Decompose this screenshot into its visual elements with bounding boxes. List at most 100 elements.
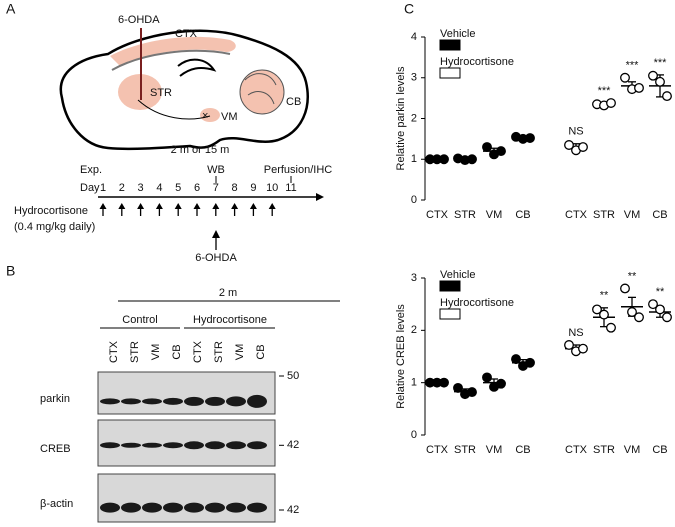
group-label: Hydrocortisone bbox=[193, 314, 267, 326]
legend-swatch bbox=[439, 39, 461, 51]
data-point bbox=[525, 133, 535, 144]
panel-label: C bbox=[404, 1, 414, 17]
marker: 42 bbox=[287, 439, 299, 451]
significance: ** bbox=[600, 290, 609, 302]
arrowhead bbox=[231, 203, 239, 209]
wb-label: WB bbox=[207, 164, 225, 176]
band bbox=[121, 502, 141, 513]
exp-label: Exp. bbox=[80, 164, 102, 176]
marker: 50 bbox=[287, 370, 299, 382]
band bbox=[163, 397, 183, 405]
legend-label: Vehicle bbox=[440, 269, 475, 281]
day-number: 6 bbox=[194, 182, 200, 194]
data-point bbox=[467, 387, 477, 398]
day-label: Day bbox=[80, 182, 100, 194]
day-number: 8 bbox=[232, 182, 238, 194]
day-number: 1 bbox=[100, 182, 106, 194]
arrowhead bbox=[155, 203, 163, 209]
data-point bbox=[482, 372, 492, 383]
data-point bbox=[439, 154, 449, 165]
data-point bbox=[627, 307, 637, 317]
band bbox=[184, 441, 204, 450]
band bbox=[184, 396, 204, 406]
band bbox=[100, 398, 120, 405]
data-point bbox=[482, 142, 492, 152]
data-point bbox=[662, 91, 672, 102]
arrowhead bbox=[99, 203, 107, 209]
panel-label: A bbox=[6, 1, 16, 17]
x-tick-label: VM bbox=[486, 209, 503, 221]
band bbox=[226, 396, 246, 407]
significance: *** bbox=[626, 60, 640, 72]
x-tick-label: STR bbox=[454, 209, 476, 221]
day-number: 11 bbox=[285, 182, 296, 194]
y-tick-label: 2 bbox=[411, 324, 417, 336]
data-point bbox=[648, 70, 658, 81]
legend-swatch bbox=[439, 308, 461, 320]
day-number: 7 bbox=[213, 182, 219, 194]
y-tick-label: 2 bbox=[411, 112, 417, 124]
legend-label: Hydrocortisone bbox=[440, 297, 514, 309]
data-point bbox=[453, 382, 463, 393]
region-label: VM bbox=[221, 111, 238, 123]
x-tick-label: CTX bbox=[426, 444, 449, 456]
arrowhead bbox=[174, 203, 182, 209]
y-tick-label: 3 bbox=[411, 272, 417, 284]
y-tick-label: 4 bbox=[411, 31, 417, 43]
legend-label: Vehicle bbox=[440, 28, 475, 40]
legend-label: Hydrocortisone bbox=[440, 56, 514, 68]
marker: 42 bbox=[287, 504, 299, 516]
blot bbox=[97, 371, 276, 415]
arrowhead bbox=[118, 203, 126, 209]
band bbox=[247, 502, 267, 513]
data-point bbox=[634, 82, 644, 93]
data-point bbox=[525, 357, 535, 368]
lesion-label: 6-OHDA bbox=[195, 252, 237, 264]
data-point bbox=[620, 72, 630, 83]
lesion-mark: × bbox=[202, 110, 208, 122]
data-point bbox=[655, 304, 665, 315]
dose: (0.4 mg/kg daily) bbox=[14, 221, 95, 233]
day-number: 3 bbox=[138, 182, 144, 194]
legend-swatch bbox=[439, 280, 461, 292]
arrowhead bbox=[137, 203, 145, 209]
lane-label: STR bbox=[213, 341, 225, 363]
day-number: 5 bbox=[175, 182, 181, 194]
band bbox=[121, 442, 141, 448]
data-point bbox=[578, 142, 588, 152]
band bbox=[163, 442, 183, 449]
data-point bbox=[496, 378, 506, 389]
drug-label: 6-OHDA bbox=[118, 14, 160, 26]
y-tick-label: 0 bbox=[411, 429, 417, 441]
band bbox=[100, 442, 120, 449]
data-point bbox=[496, 146, 506, 157]
arrowhead bbox=[212, 230, 220, 238]
x-tick-label: VM bbox=[624, 444, 641, 456]
band bbox=[142, 502, 162, 513]
band bbox=[142, 398, 162, 405]
x-tick-label: CB bbox=[515, 209, 530, 221]
panel-label: B bbox=[6, 263, 15, 279]
region-label: STR bbox=[150, 87, 172, 99]
day-number: 2 bbox=[119, 182, 125, 194]
band bbox=[205, 502, 225, 513]
y-tick-label: 3 bbox=[411, 72, 417, 84]
band bbox=[184, 502, 204, 513]
arrowhead bbox=[268, 203, 276, 209]
x-tick-label: CTX bbox=[565, 444, 588, 456]
legend-swatch bbox=[439, 67, 461, 79]
data-point bbox=[648, 299, 658, 310]
x-tick-label: CTX bbox=[565, 209, 588, 221]
lane-label: VM bbox=[234, 344, 246, 361]
day-number: 10 bbox=[266, 182, 278, 194]
treatment: Hydrocortisone bbox=[14, 205, 88, 217]
y-tick-label: 0 bbox=[411, 194, 417, 206]
band bbox=[247, 394, 267, 408]
arrowhead bbox=[193, 203, 201, 209]
region-label: CB bbox=[286, 96, 301, 108]
data-point bbox=[599, 309, 609, 320]
day-number: 9 bbox=[250, 182, 256, 194]
x-tick-label: VM bbox=[624, 209, 641, 221]
data-point bbox=[592, 304, 602, 315]
data-point bbox=[620, 283, 630, 294]
